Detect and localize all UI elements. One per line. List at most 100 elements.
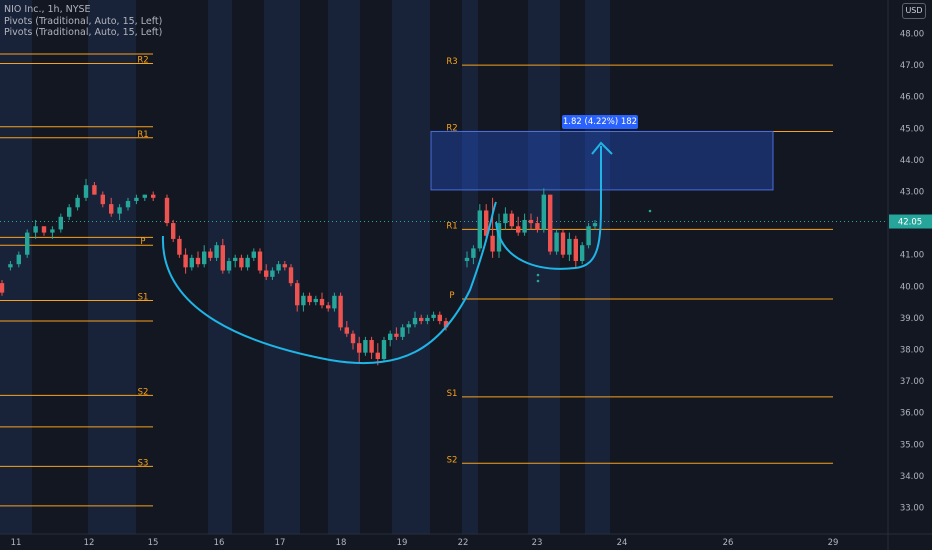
candle (16, 251, 21, 268)
candle-body (183, 254, 188, 268)
candle-body (251, 251, 256, 258)
candle-body (208, 251, 213, 258)
candle (516, 216, 521, 236)
candle (412, 311, 418, 328)
candle (33, 219, 38, 239)
candle (437, 311, 442, 325)
candle (344, 321, 349, 337)
candle-body (471, 248, 476, 258)
price-tick-label: 39.00 (900, 314, 924, 324)
candle (363, 336, 368, 356)
candle-body (270, 270, 275, 277)
candle (226, 257, 232, 274)
candle-body (326, 305, 331, 309)
candle-body (363, 340, 368, 353)
candle-body (406, 324, 411, 328)
candle (307, 292, 312, 306)
candle (233, 254, 238, 268)
candle-body (83, 185, 89, 198)
price-tick-label: 45.00 (900, 124, 924, 134)
candle (381, 336, 387, 363)
candle-body (464, 257, 470, 262)
candle (202, 245, 207, 268)
candle-body (33, 226, 38, 233)
candle (288, 264, 294, 287)
candle-body (58, 216, 63, 230)
candle-body (117, 207, 122, 214)
time-tick-label: 18 (336, 538, 347, 548)
candle (548, 194, 553, 255)
pivot-label: R2 (446, 123, 457, 133)
candle-body (560, 232, 566, 255)
candle (92, 182, 97, 195)
currency-badge[interactable]: USD (902, 3, 926, 19)
candle-body (516, 226, 521, 233)
time-tick-label: 26 (723, 538, 734, 548)
candle-body (239, 257, 244, 268)
last-price-tag (889, 214, 932, 229)
candle (388, 330, 393, 347)
candle (195, 251, 201, 268)
candle-body (567, 238, 572, 255)
candle (220, 238, 225, 274)
time-tick-label: 29 (828, 538, 839, 548)
candle (251, 248, 256, 262)
candle (394, 327, 399, 341)
pivot-label: S1 (447, 389, 458, 399)
candle-body (8, 264, 13, 268)
candle-body (381, 340, 387, 359)
time-tick-label: 23 (532, 538, 543, 548)
candle (431, 311, 436, 322)
candle (338, 292, 343, 331)
price-tick-label: 41.00 (900, 251, 924, 261)
candle (183, 248, 188, 274)
candle-body (431, 314, 436, 318)
time-tick-label: 19 (397, 538, 408, 548)
candle-body (313, 298, 318, 303)
time-tick-label: 17 (275, 538, 286, 548)
candle (332, 292, 337, 312)
candle-body (369, 340, 374, 353)
candle-body (295, 283, 300, 306)
price-tick-label: 43.00 (900, 188, 924, 198)
candle-body (282, 264, 287, 268)
measure-label: 1.82 (4.22%) 182 (562, 115, 638, 129)
price-tick-label: 47.00 (900, 61, 924, 71)
handle-pattern-curve (495, 146, 602, 270)
candle-body (67, 207, 72, 217)
candle-body (276, 264, 281, 271)
pivot-label: R1 (137, 130, 148, 140)
pivot-label: R2 (137, 56, 148, 66)
candle-body (580, 245, 585, 262)
candle (134, 194, 139, 205)
candle-body (484, 210, 489, 236)
candle-body (509, 213, 514, 227)
indicator-label-1[interactable]: Pivots (Traditional, Auto, 15, Left) (4, 15, 163, 27)
candle (425, 314, 430, 325)
candle-body (477, 210, 482, 249)
candle (25, 229, 30, 258)
candle (276, 261, 281, 274)
candle (142, 194, 147, 201)
session-band (462, 0, 478, 534)
session-band (88, 0, 136, 534)
candle (151, 191, 156, 201)
session-band (585, 0, 610, 534)
candle (471, 245, 476, 265)
symbol-title: NIO Inc., 1h, NYSE (4, 4, 91, 15)
price-tick-label: 46.00 (900, 93, 924, 103)
candle (357, 336, 362, 363)
legend-panel: NIO Inc., 1h, NYSE Pivots (Traditional, … (4, 4, 162, 39)
candle-body (142, 194, 147, 198)
candle-body (443, 321, 449, 328)
candle-body (164, 197, 170, 224)
candle (573, 235, 578, 268)
pivot-label: P (140, 237, 145, 247)
candle (214, 242, 219, 262)
price-tick-label: 35.00 (900, 440, 924, 450)
candle (117, 204, 122, 220)
pivot-label: S1 (138, 293, 149, 303)
price-tick-label: 44.00 (900, 156, 924, 166)
indicator-label-2[interactable]: Pivots (Traditional, Auto, 15, Left) (4, 27, 163, 38)
